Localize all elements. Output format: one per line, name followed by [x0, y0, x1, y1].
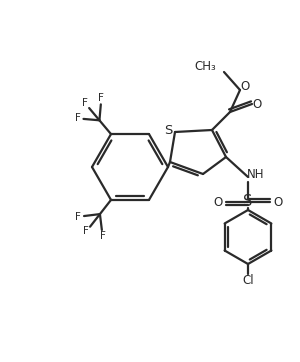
Text: O: O — [273, 195, 283, 209]
Text: O: O — [240, 80, 250, 93]
Text: F: F — [82, 98, 88, 109]
Text: S: S — [243, 194, 253, 210]
Text: F: F — [98, 93, 104, 104]
Text: Cl: Cl — [242, 274, 254, 287]
Text: NH: NH — [247, 168, 265, 181]
Text: O: O — [252, 97, 262, 110]
Text: O: O — [213, 195, 223, 209]
Text: CH₃: CH₃ — [194, 59, 216, 72]
Text: F: F — [75, 113, 80, 123]
Text: S: S — [164, 123, 172, 136]
Text: F: F — [100, 231, 106, 241]
Text: F: F — [75, 212, 81, 222]
Text: F: F — [83, 226, 89, 236]
